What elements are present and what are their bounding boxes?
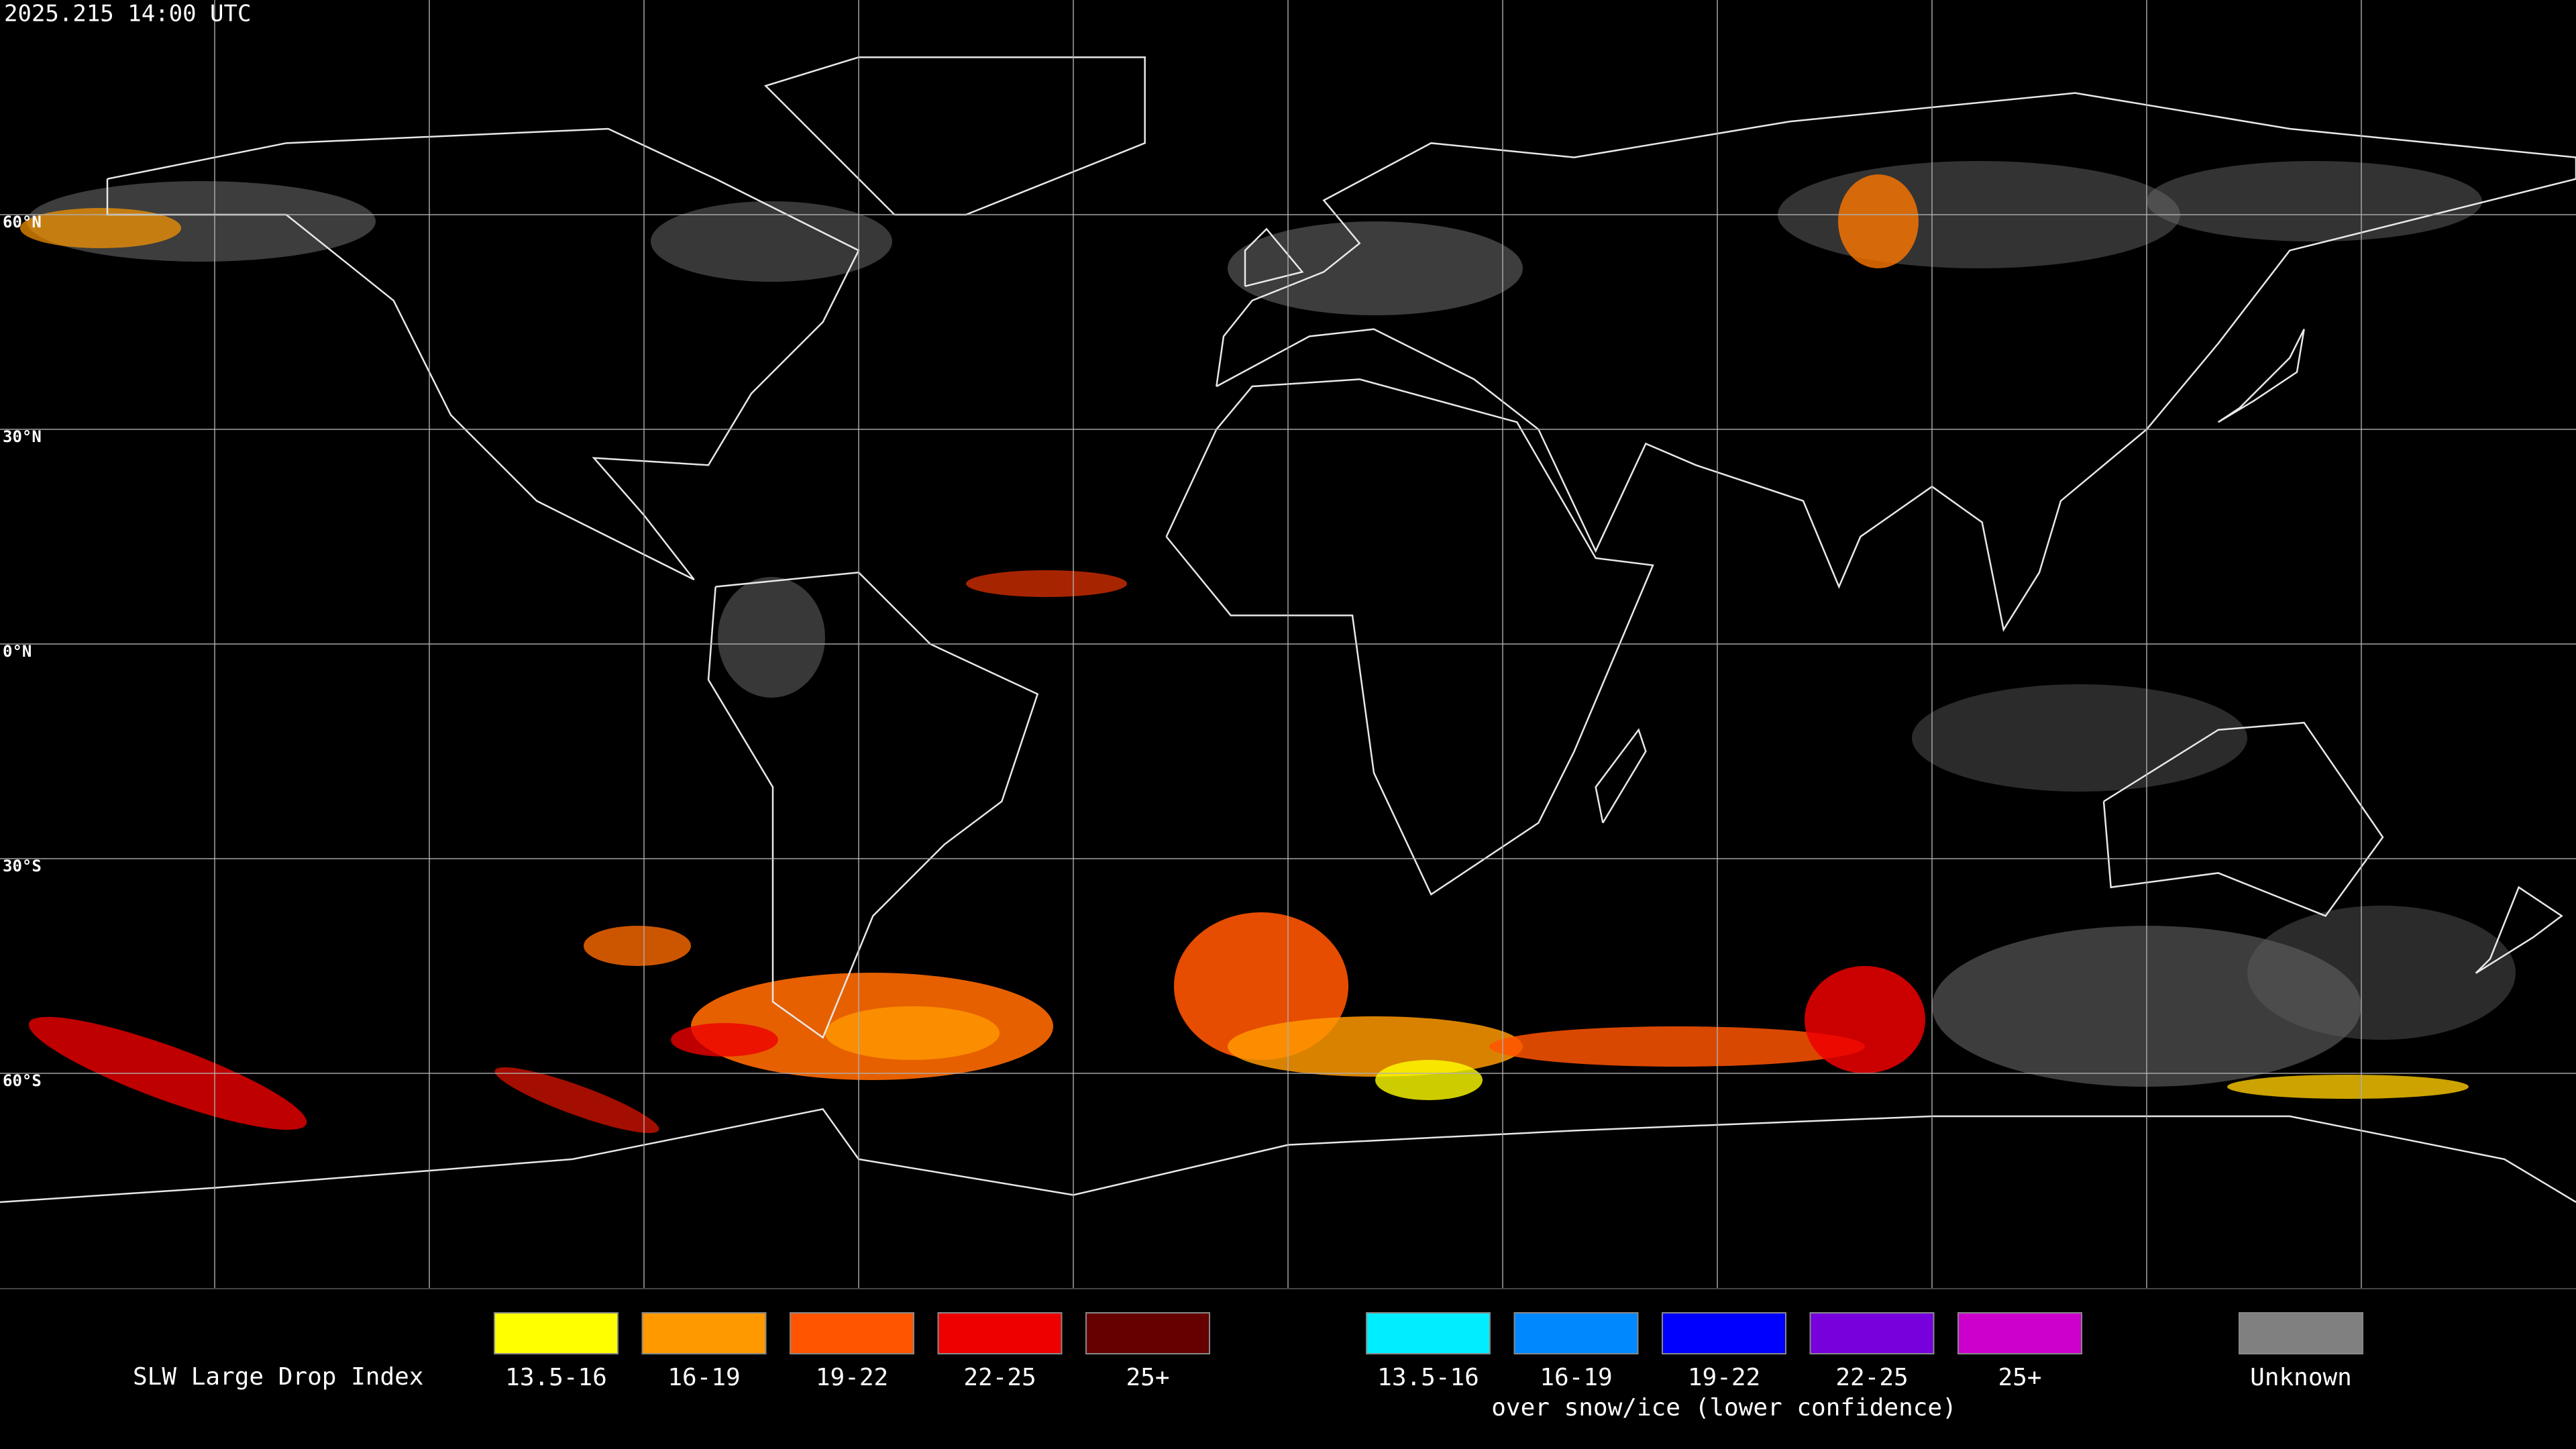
legend-title: SLW Large Drop Index xyxy=(133,1363,423,1391)
legend-swatch xyxy=(1957,1312,2082,1354)
coastline xyxy=(2217,329,2305,423)
legend-swatch xyxy=(1366,1312,1491,1354)
coastline xyxy=(1244,227,1304,287)
legend-label: 25+ xyxy=(1998,1364,2041,1391)
legend-swatch xyxy=(1085,1312,1210,1354)
legend-divider xyxy=(0,1288,2576,1289)
legend-swatch xyxy=(937,1312,1063,1354)
legend-swatch xyxy=(2239,1312,2363,1354)
legend-label: 13.5-16 xyxy=(1377,1364,1479,1391)
legend-caption: over snow/ice (lower confidence) xyxy=(1491,1394,1957,1421)
legend-swatch xyxy=(1809,1312,1935,1354)
legend-label: 13.5-16 xyxy=(505,1364,607,1391)
coastline xyxy=(1595,728,1647,824)
coastline xyxy=(2102,722,2384,917)
timestamp: 2025.215 14:00 UTC xyxy=(4,1,251,28)
latitude-label: 60°S xyxy=(3,1071,42,1090)
legend-swatch xyxy=(494,1312,619,1354)
coastline xyxy=(0,1108,2576,1203)
coastline xyxy=(106,127,860,581)
legend-label: 22-25 xyxy=(1835,1364,1908,1391)
legend-label: 16-19 xyxy=(1540,1364,1612,1391)
legend-label: Unknown xyxy=(2250,1364,2352,1391)
graticule xyxy=(0,0,2576,1288)
latitude-label: 30°N xyxy=(3,427,42,446)
legend-swatch xyxy=(1513,1312,1639,1354)
coastline xyxy=(2475,885,2563,974)
legend-swatch xyxy=(641,1312,767,1354)
legend: SLW Large Drop Index 13.5-16 16-19 19-22 22… xyxy=(133,1312,2363,1421)
coastline xyxy=(1165,378,1654,896)
latitude-label: 60°N xyxy=(3,213,42,231)
legend-label: 22-25 xyxy=(963,1364,1036,1391)
legend-label: 19-22 xyxy=(816,1364,888,1391)
legend-label: 25+ xyxy=(1126,1364,1169,1391)
coastline xyxy=(707,572,1039,1039)
legend-label: 16-19 xyxy=(667,1364,740,1391)
legend-label: 19-22 xyxy=(1688,1364,1760,1391)
cloud-field xyxy=(20,161,2516,1134)
legend-swatch xyxy=(790,1312,914,1354)
latitude-label: 0°N xyxy=(3,642,32,661)
latitude-label: 30°S xyxy=(3,857,42,875)
legend-swatch xyxy=(1662,1312,1786,1354)
